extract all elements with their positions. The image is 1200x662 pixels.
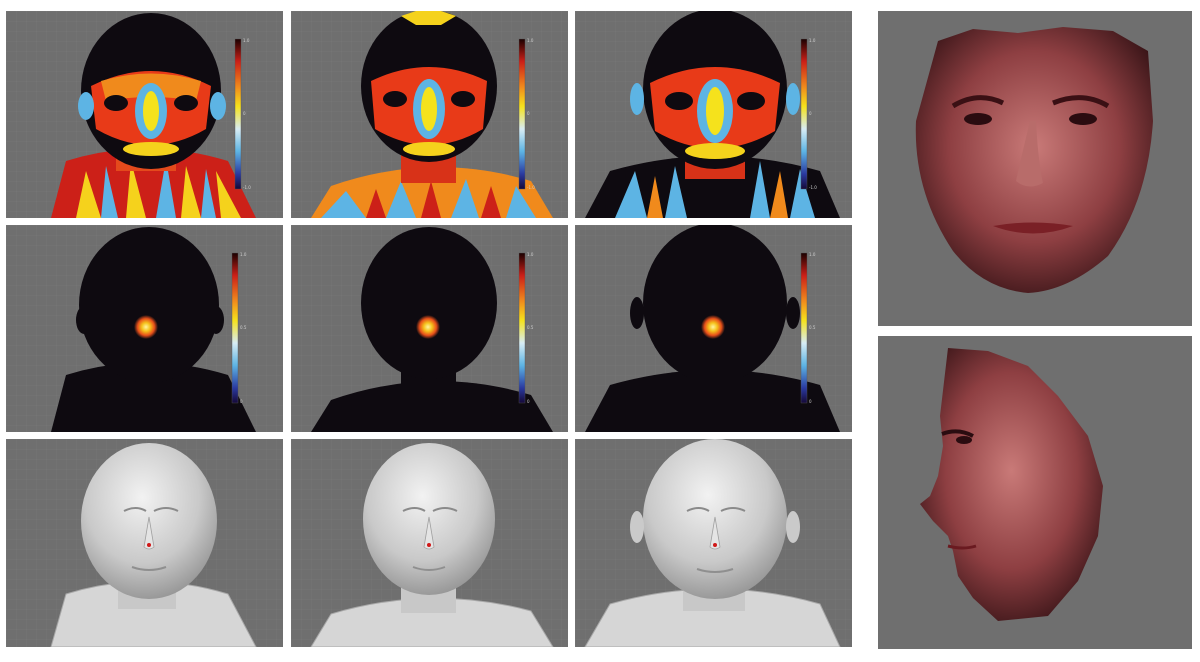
- svg-text:0.5: 0.5: [809, 325, 816, 330]
- rendered-face-frontal-panel: [878, 11, 1192, 326]
- svg-text:1.0: 1.0: [809, 252, 816, 257]
- nose-tip-heatmap-panel-3: 1.0 0.5 0: [575, 225, 852, 432]
- svg-text:0: 0: [809, 111, 812, 116]
- curvature-heatmap-panel-2: 1.0 0 -1.0: [291, 11, 568, 218]
- svg-text:1.0: 1.0: [240, 252, 247, 257]
- curvature-heatmap-panel-1: 1.0 0 -1.0: [6, 11, 283, 218]
- rendered-face-profile-image: [878, 336, 1192, 649]
- face-scan-image-1: [6, 439, 283, 647]
- svg-text:-1.0: -1.0: [809, 185, 817, 190]
- rendered-face-frontal-image: [878, 11, 1192, 326]
- face-scan-image-3: [575, 439, 852, 647]
- svg-text:-1.0: -1.0: [243, 185, 251, 190]
- curvature-heatmap-image-3: 1.0 0 -1.0: [575, 11, 852, 218]
- face-scan-panel-1: [6, 439, 283, 647]
- curvature-heatmap-image-1: 1.0 0 -1.0: [6, 11, 283, 218]
- nose-tip-heatmap-panel-1: 1.0 0.5 0: [6, 225, 283, 432]
- rendered-face-profile-panel: [878, 336, 1192, 649]
- nose-tip-heatmap-image-1: 1.0 0.5 0: [6, 225, 283, 432]
- svg-text:0: 0: [243, 111, 246, 116]
- svg-text:0: 0: [527, 111, 530, 116]
- face-scan-image-2: [291, 439, 568, 647]
- nose-tip-heatmap-image-2: 1.0 0.5 0: [291, 225, 568, 432]
- svg-text:0: 0: [527, 399, 530, 404]
- svg-text:0: 0: [809, 399, 812, 404]
- face-scan-panel-3: [575, 439, 852, 647]
- svg-text:0.5: 0.5: [527, 325, 534, 330]
- svg-text:0: 0: [240, 399, 243, 404]
- svg-text:1.0: 1.0: [243, 38, 250, 43]
- svg-text:1.0: 1.0: [527, 252, 534, 257]
- nose-tip-heatmap-image-3: 1.0 0.5 0: [575, 225, 852, 432]
- svg-text:-1.0: -1.0: [527, 185, 535, 190]
- svg-text:1.0: 1.0: [527, 38, 534, 43]
- svg-text:1.0: 1.0: [809, 38, 816, 43]
- curvature-heatmap-panel-3: 1.0 0 -1.0: [575, 11, 852, 218]
- curvature-heatmap-image-2: 1.0 0 -1.0: [291, 11, 568, 218]
- nose-tip-heatmap-panel-2: 1.0 0.5 0: [291, 225, 568, 432]
- svg-text:0.5: 0.5: [240, 325, 247, 330]
- face-scan-panel-2: [291, 439, 568, 647]
